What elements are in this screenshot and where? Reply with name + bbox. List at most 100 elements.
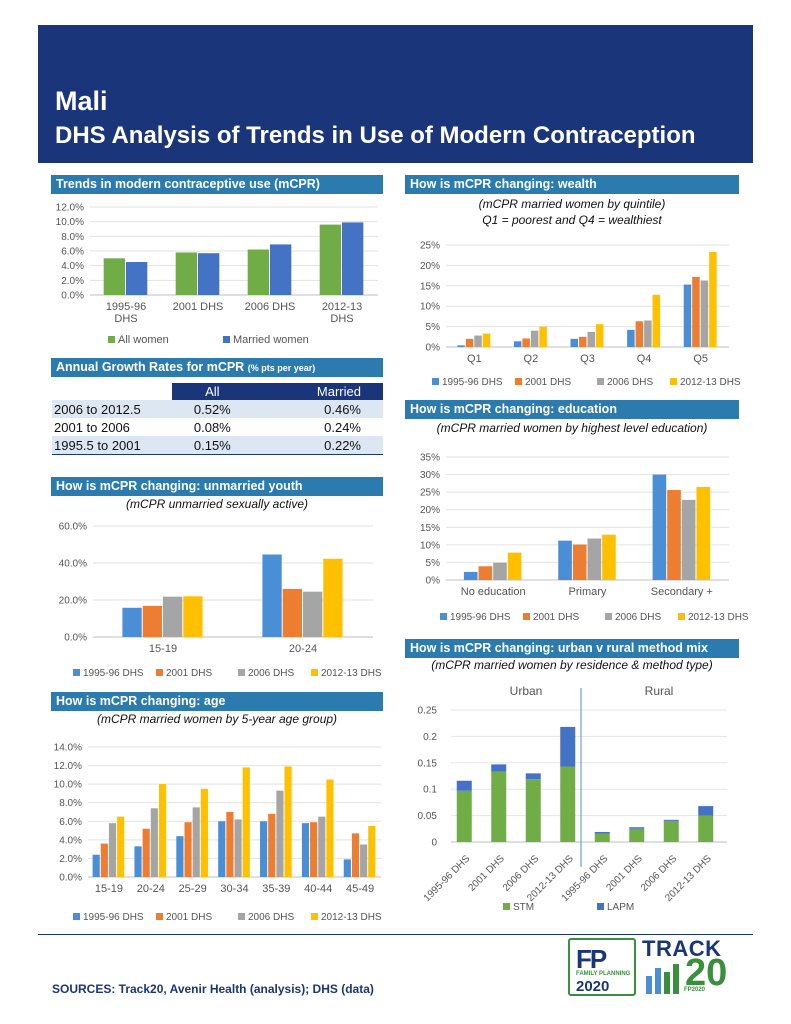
legend-label: 2001 DHS — [525, 377, 571, 388]
x-tick-label: Q5 — [693, 353, 708, 365]
bar-education — [478, 566, 493, 580]
bar-age — [117, 816, 125, 877]
x-tick-label: 2006 DHS — [245, 301, 296, 313]
sources-text: SOURCES: Track20, Avenir Health (analysi… — [52, 982, 374, 996]
page-subtitle: DHS Analysis of Trends in Use of Modern … — [55, 122, 696, 149]
legend-label: 2012-13 DHS — [321, 912, 382, 923]
bar-wealth — [587, 331, 595, 347]
group-label: Urban — [510, 684, 543, 698]
track20-logo: TRACK 20 FP2020 — [640, 936, 745, 998]
growth-header-married: Married — [252, 383, 383, 400]
growth-header-blank — [52, 383, 172, 400]
legend-swatch — [311, 669, 318, 676]
urban-note: (mCPR married women by residence & metho… — [431, 658, 713, 672]
y-tick-label: 20.0% — [59, 596, 87, 607]
legend-swatch — [73, 669, 80, 676]
bar-wealth — [530, 330, 539, 347]
chart-youth: 0.0% 20.0% 40.0% 60.0% 15-19 20-24 1995-96 DHS… — [59, 522, 382, 680]
bar-trends — [247, 249, 269, 295]
bar-education — [558, 540, 572, 580]
x-tick-label: 35-39 — [262, 883, 290, 895]
growth-row-married: 0.46% — [252, 400, 383, 418]
bar-wealth — [635, 321, 644, 347]
chart-education: 0% 5% 10% 15% 20% 25% 30% 35% No education Primar… — [420, 453, 749, 624]
bar-education — [507, 552, 522, 580]
bar-education — [602, 534, 616, 580]
bar-urban — [663, 819, 679, 821]
y-tick-label: 0.05 — [418, 811, 438, 822]
bar-trends — [342, 222, 364, 295]
bar-age — [142, 828, 150, 877]
x-tick-label: 2001 DHS — [604, 853, 645, 894]
y-tick-label: 10.0% — [54, 780, 82, 791]
bar-wealth — [570, 338, 579, 347]
bar-education — [681, 499, 696, 580]
header-banner: Mali DHS Analysis of Trends in Use of Mo… — [38, 25, 753, 163]
bar-age — [301, 823, 310, 877]
y-tick-label: 5% — [426, 558, 441, 569]
bar-youth — [142, 605, 162, 637]
legend-swatch — [156, 913, 163, 920]
bar-education — [587, 538, 602, 580]
legend-label: 2006 DHS — [248, 668, 294, 679]
bar-education — [463, 571, 478, 580]
bar-education — [696, 486, 711, 580]
legend-label: 2006 DHS — [615, 612, 661, 623]
legend-label: STM — [513, 902, 534, 913]
y-tick-label: 15% — [420, 281, 440, 292]
bar-age — [218, 821, 226, 877]
y-tick-label: 6.0% — [59, 817, 82, 828]
youth-note: (mCPR unmarried sexually active) — [125, 497, 309, 511]
bar-age — [242, 767, 250, 877]
bar-urban — [491, 771, 507, 842]
bar-age — [343, 859, 351, 877]
table-row: 2001 to 2006 0.08% 0.24% — [52, 418, 383, 436]
y-tick-label: 25% — [420, 488, 440, 499]
x-tick-label: 1995-96 — [106, 301, 146, 313]
growth-table-header: All Married — [52, 383, 383, 400]
bar-education — [572, 544, 587, 580]
x-tick-label: 15-19 — [149, 643, 177, 655]
legend-label: 2012-13 DHS — [321, 668, 382, 679]
bar-age — [260, 821, 268, 877]
bar-urban — [698, 815, 714, 842]
legend-swatch — [238, 669, 245, 676]
footer-divider — [38, 934, 753, 935]
x-tick-label: DHS — [114, 313, 137, 325]
bar-trends — [103, 258, 125, 295]
bar-youth — [262, 554, 282, 637]
track-logo-bar — [673, 964, 679, 994]
legend-label: 2001 DHS — [166, 668, 212, 679]
y-tick-label: 40.0% — [59, 559, 87, 570]
bar-urban — [629, 827, 645, 829]
bar-urban — [525, 773, 541, 780]
section-title-youth: How is mCPR changing: unmarried youth — [51, 477, 383, 496]
legend-swatch — [503, 903, 510, 910]
bar-youth — [323, 558, 343, 637]
x-tick-label: 2001 DHS — [173, 301, 224, 313]
bar-wealth — [539, 326, 547, 347]
wealth-note-1: (mCPR married women by quintile) — [478, 197, 666, 211]
x-tick-label: 30-34 — [220, 883, 248, 895]
bar-trends — [270, 244, 292, 295]
page-title: Mali — [55, 86, 108, 116]
x-tick-label: No education — [461, 586, 526, 598]
bar-wealth — [595, 324, 604, 347]
bar-youth — [163, 596, 183, 637]
growth-row-label: 2001 to 2006 — [54, 419, 130, 435]
legend-swatch — [597, 378, 604, 385]
bar-wealth — [579, 336, 587, 347]
y-tick-label: 8.0% — [59, 798, 82, 809]
legend-swatch — [523, 613, 530, 620]
track-logo-subtext: FP2020 — [684, 987, 706, 993]
y-tick-label: 20% — [420, 261, 440, 272]
bar-age — [134, 846, 142, 877]
section-title-urban: How is mCPR changing: urban v rural meth… — [405, 639, 739, 658]
bar-age — [276, 790, 284, 877]
x-tick-label: 1995-96 DHS — [422, 853, 473, 904]
y-tick-label: 2.0% — [61, 276, 84, 287]
y-tick-label: 12.0% — [56, 203, 84, 214]
growth-row-all: 0.15% — [172, 436, 253, 455]
legend-swatch — [223, 336, 230, 343]
y-tick-label: 0.15 — [418, 758, 438, 769]
